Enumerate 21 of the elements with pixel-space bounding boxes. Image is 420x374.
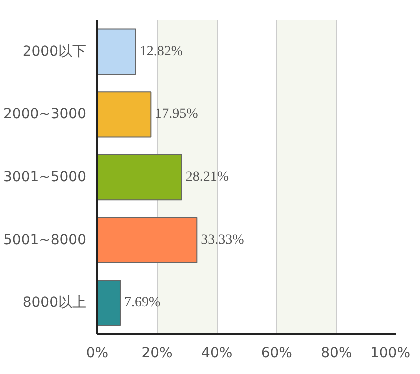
bar [98,280,121,326]
x-tick-label: 40% [202,346,233,362]
y-tick-label: 2000以下 [22,44,87,60]
bar [98,92,152,138]
data-label: 7.69% [124,296,161,311]
data-label: 12.82% [140,44,184,60]
data-label: 33.33% [201,232,245,248]
x-tick-label: 60% [261,346,292,362]
y-tick-label: 2000~3000 [4,106,87,123]
y-tick-label: 3001~5000 [4,170,87,186]
data-label: 28.21% [186,170,230,185]
bar [98,154,182,201]
bar [98,217,198,264]
y-tick-label: 5001~8000 [4,232,87,248]
data-label: 17.95% [155,107,199,122]
bar [98,28,136,76]
x-tick-label: 0% [86,346,109,362]
x-tick-label: 100% [370,346,411,362]
y-tick-label: 8000以上 [22,295,87,312]
x-tick-label: 20% [142,346,173,362]
x-tick-label: 80% [321,346,352,362]
